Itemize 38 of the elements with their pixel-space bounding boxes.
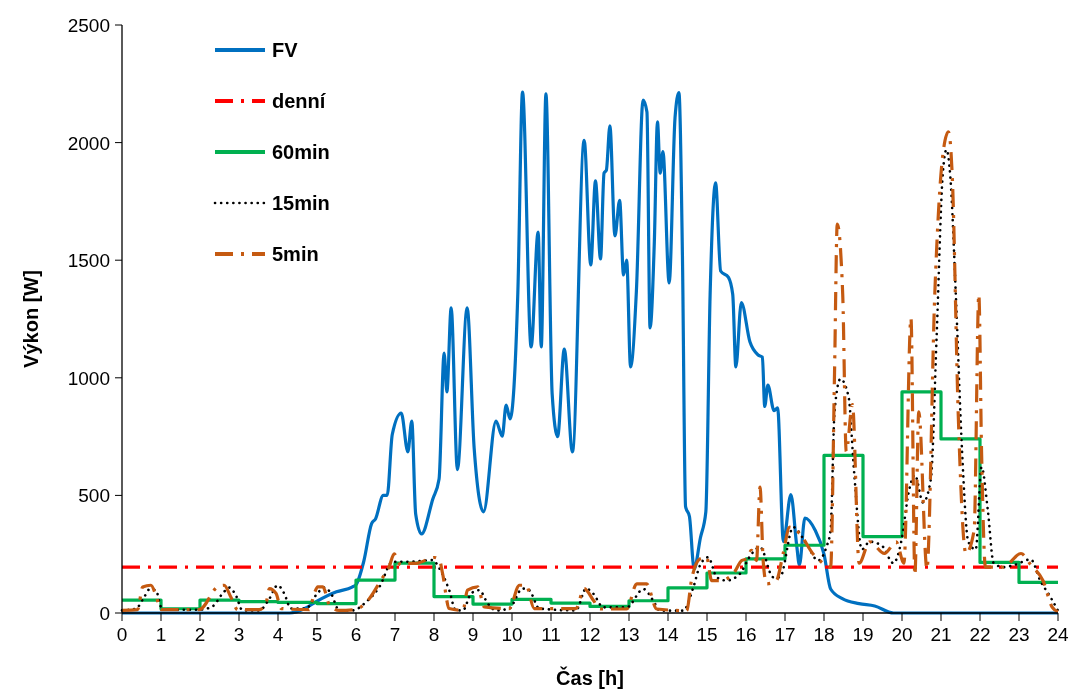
y-tick-label: 1000 bbox=[67, 367, 110, 389]
x-tick-label: 22 bbox=[969, 624, 991, 645]
x-tick-label: 7 bbox=[389, 624, 401, 645]
y-tick-label: 2000 bbox=[67, 132, 110, 154]
x-tick-label: 4 bbox=[272, 624, 284, 645]
x-tick-label: 3 bbox=[233, 624, 245, 645]
x-axis-title: Čas [h] bbox=[556, 666, 624, 689]
x-tick-label: 15 bbox=[696, 624, 718, 645]
legend-label: FV bbox=[272, 39, 299, 61]
x-tick-label: 2 bbox=[194, 624, 206, 645]
x-tick-label: 1 bbox=[155, 624, 167, 645]
x-tick-label: 20 bbox=[891, 624, 913, 645]
x-tick-label: 9 bbox=[467, 624, 479, 645]
x-tick-label: 5 bbox=[311, 624, 323, 645]
x-tick-label: 11 bbox=[541, 624, 561, 645]
x-tick-label: 10 bbox=[501, 624, 523, 645]
x-tick-label: 17 bbox=[774, 624, 796, 645]
legend-label: 15min bbox=[272, 192, 330, 214]
legend-label: 60min bbox=[272, 141, 330, 163]
x-tick-label: 13 bbox=[618, 624, 640, 645]
x-tick-label: 8 bbox=[428, 624, 440, 645]
x-tick-label: 21 bbox=[930, 624, 952, 645]
x-tick-label: 16 bbox=[735, 624, 757, 645]
y-axis-title: Výkon [W] bbox=[20, 270, 42, 368]
x-tick-label: 23 bbox=[1008, 624, 1030, 645]
x-tick-label: 24 bbox=[1047, 624, 1069, 645]
x-tick-label: 6 bbox=[350, 624, 362, 645]
y-tick-label: 0 bbox=[99, 603, 110, 624]
y-tick-label: 500 bbox=[78, 485, 110, 507]
x-tick-label: 14 bbox=[657, 624, 679, 645]
x-tick-label: 0 bbox=[116, 624, 128, 645]
legend-label: 5min bbox=[272, 243, 319, 265]
y-tick-label: 2500 bbox=[67, 15, 110, 36]
x-tick-label: 19 bbox=[852, 624, 874, 645]
legend-label: denní bbox=[272, 90, 327, 112]
x-tick-label: 12 bbox=[579, 624, 601, 645]
x-tick-label: 18 bbox=[813, 624, 835, 645]
y-tick-label: 1500 bbox=[67, 250, 110, 272]
